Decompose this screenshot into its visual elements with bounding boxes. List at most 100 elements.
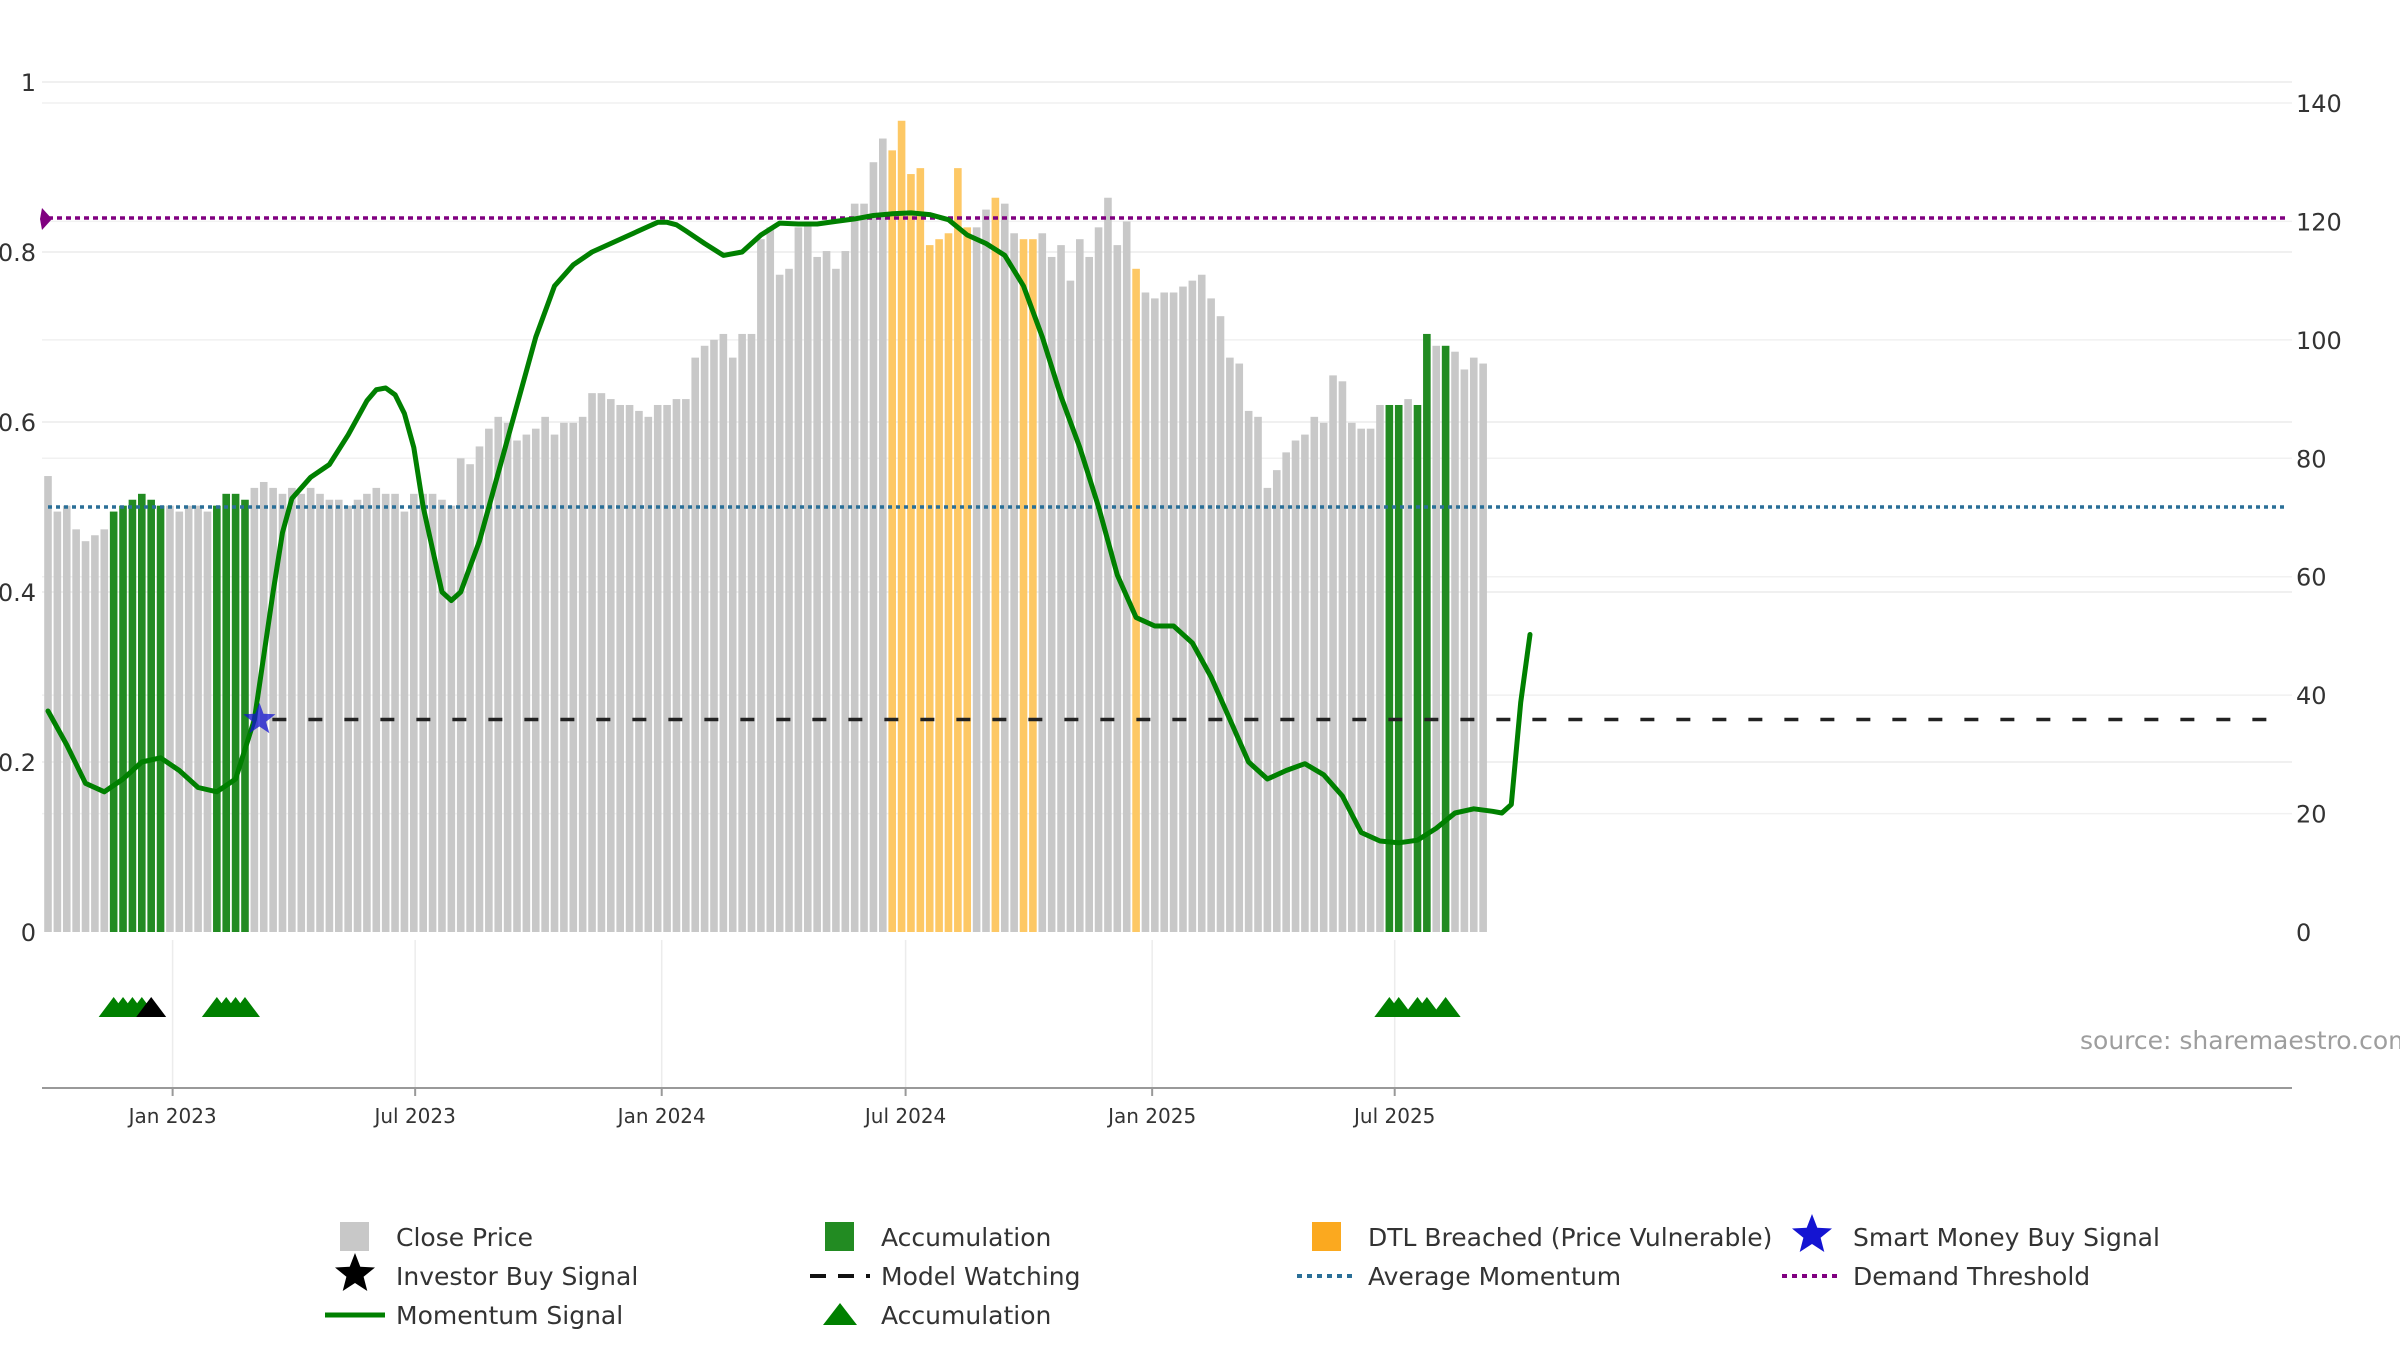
accumulation-bar	[109, 511, 118, 932]
dtl-breached-bar	[897, 120, 906, 932]
dtl-breached-bar	[944, 233, 953, 932]
close-price-bar	[607, 399, 615, 933]
close-price-bar	[1404, 399, 1412, 933]
right-axis-tick-label: 120	[2296, 208, 2342, 236]
legend-accumulation-marker-label: Accumulation	[881, 1301, 1051, 1330]
close-price-bar	[53, 511, 62, 932]
close-price-bar	[691, 357, 700, 932]
close-price-bar	[1169, 292, 1178, 932]
close-price-bar	[410, 493, 418, 932]
close-price-bar	[184, 505, 193, 932]
dtl-breached-bar	[1029, 239, 1037, 932]
legend-model-watching-label: Model Watching	[881, 1262, 1081, 1291]
close-price-bar	[259, 481, 268, 932]
smart-money-buy-signal-star	[243, 702, 276, 734]
close-price-bar	[91, 535, 99, 932]
close-price-bar	[738, 333, 746, 933]
accumulation-bar	[231, 493, 240, 932]
close-price-bar	[334, 499, 343, 932]
dtl-breached-bar	[916, 168, 925, 932]
close-price-bar	[400, 511, 409, 932]
right-axis-tick-label: 20	[2296, 801, 2327, 829]
close-price-bar	[813, 256, 821, 932]
close-price-bar	[325, 499, 334, 932]
accumulation-bar	[1385, 404, 1394, 932]
close-price-bar	[1066, 280, 1075, 933]
accumulation-bar	[1394, 404, 1403, 932]
legend-accumulation-label: Accumulation	[881, 1223, 1051, 1252]
right-axis-tick-label: 40	[2296, 682, 2327, 710]
close-price-bar	[879, 138, 887, 932]
close-price-bar	[578, 416, 587, 933]
close-price-bar	[1348, 422, 1356, 932]
close-price-bar	[972, 227, 981, 933]
close-price-bar	[560, 422, 568, 932]
dtl-breached-bar	[935, 239, 943, 932]
close-price-bar	[1329, 375, 1337, 932]
accumulation-markers	[98, 997, 1461, 1017]
close-price-bar	[841, 251, 850, 933]
close-price-bar	[1057, 245, 1065, 933]
close-price-bar	[419, 493, 427, 932]
close-price-bar	[428, 493, 437, 932]
signal-markers	[243, 702, 276, 734]
close-price-bar	[466, 464, 474, 932]
close-price-bar	[391, 493, 399, 932]
close-price-bar	[1432, 345, 1441, 932]
dtl-breached-bar	[1132, 268, 1140, 932]
accumulation-bar	[156, 505, 165, 932]
left-axis-tick-label: 1	[21, 69, 36, 97]
close-price-bar	[44, 476, 52, 932]
close-price-bar	[1188, 280, 1197, 933]
accumulation-bar	[138, 493, 146, 932]
close-price-bar	[175, 511, 184, 932]
close-price-bar	[1122, 221, 1131, 932]
accumulation-bar	[241, 499, 249, 932]
legend-accumulation-marker-swatch	[823, 1303, 857, 1325]
close-price-bar	[1469, 357, 1478, 932]
legend-investor-buy-swatch	[335, 1253, 375, 1291]
close-price-bar	[1319, 422, 1328, 932]
close-price-bar	[1479, 363, 1487, 932]
close-price-bar	[269, 487, 277, 932]
close-price-bar	[503, 422, 512, 932]
left-axis-tick-label: 0.8	[0, 239, 36, 267]
source-label: source: sharemaestro.com	[2080, 1026, 2400, 1055]
close-price-bar	[982, 209, 990, 933]
close-price-bar	[728, 357, 737, 932]
legend-accumulation-swatch	[825, 1222, 854, 1251]
close-price-bar	[794, 227, 803, 933]
close-price-bar	[663, 404, 671, 932]
close-price-bar	[1047, 256, 1056, 932]
close-price-bar	[1376, 404, 1384, 932]
close-price-bar	[72, 529, 80, 932]
accumulation-bar	[222, 493, 231, 932]
close-price-bar	[1216, 316, 1225, 933]
legend-average-momentum-label: Average Momentum	[1368, 1262, 1621, 1291]
close-price-bar	[306, 487, 315, 932]
close-price-bar	[719, 333, 728, 933]
close-price-bar	[1357, 428, 1365, 932]
close-price-bar	[1113, 245, 1122, 933]
close-price-bar	[100, 529, 109, 932]
close-price-bar	[766, 227, 775, 933]
close-price-bar	[1151, 298, 1159, 933]
close-price-bar	[869, 162, 878, 932]
close-price-bar	[1282, 452, 1290, 932]
close-price-bar	[644, 416, 653, 933]
close-price-bar	[1160, 292, 1169, 932]
close-price-bar	[1301, 434, 1309, 932]
close-price-bar	[1310, 416, 1319, 933]
dtl-breached-bar	[991, 197, 1000, 932]
close-price-bar	[1235, 363, 1244, 932]
legend-dtl-swatch	[1312, 1222, 1341, 1251]
momentum-signal-path	[45, 210, 1533, 846]
close-price-bar	[62, 505, 71, 932]
close-price-bar	[1197, 274, 1206, 932]
close-price-bar	[1460, 369, 1469, 932]
legend-demand-threshold-label: Demand Threshold	[1853, 1262, 2090, 1291]
close-price-bar	[513, 440, 521, 932]
close-price-bar	[166, 505, 174, 932]
close-price-bar	[700, 345, 709, 932]
